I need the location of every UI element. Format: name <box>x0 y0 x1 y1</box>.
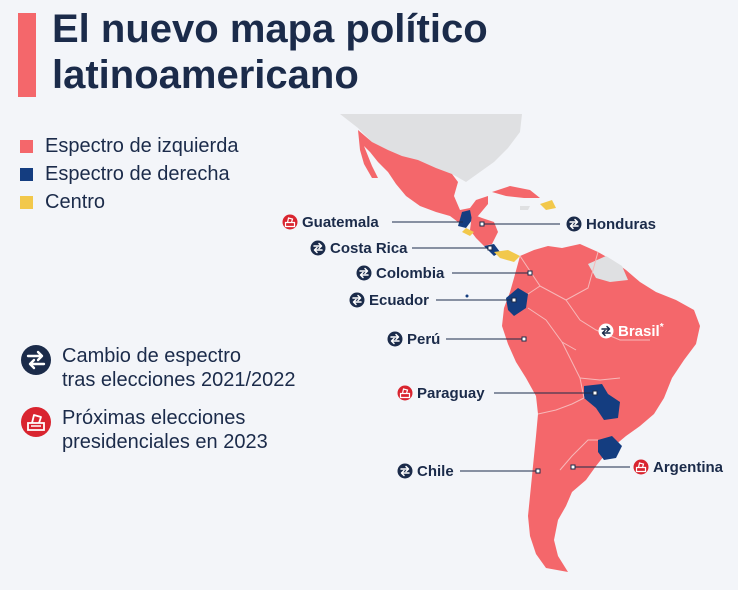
galapagos-shape <box>465 294 469 298</box>
el-salvador-shape <box>462 228 474 236</box>
central-america-left-shape <box>470 214 498 246</box>
page-title: El nuevo mapa político latinoamericano <box>52 6 488 98</box>
label-costa-rica: Costa Rica <box>330 240 408 257</box>
label-guatemala: Guatemala <box>302 214 379 231</box>
country-label-colombia: Colombia <box>355 264 445 282</box>
ballot-box-icon <box>21 407 51 437</box>
center-swatch <box>20 195 33 209</box>
legend-label-center: Centro <box>45 190 106 213</box>
symbol-legend-change: Cambio de espectro tras elecciones 2021/… <box>20 344 296 392</box>
country-label-argentina: Argentina <box>632 458 724 476</box>
legend-item-left: Espectro de izquierda <box>20 132 238 160</box>
label-colombia: Colombia <box>376 265 445 282</box>
legend-item-center: Centro <box>20 188 238 216</box>
country-label-costa-rica: Costa Rica <box>309 239 408 257</box>
label-chile: Chile <box>417 463 454 480</box>
election-legend-line-1: Próximas elecciones <box>62 407 246 429</box>
country-label-brasil: Brasil* <box>597 322 664 340</box>
leader-lines <box>392 221 630 472</box>
country-label-ecuador: Ecuador <box>348 291 429 309</box>
panama-shape <box>494 250 520 262</box>
country-label-peru: Perú <box>386 330 440 348</box>
change-legend-line-1: Cambio de espectro <box>62 345 241 367</box>
label-honduras: Honduras <box>586 216 656 233</box>
label-ecuador: Ecuador <box>369 292 429 309</box>
ecuador-shape <box>506 288 528 316</box>
guianas-shape <box>588 256 628 282</box>
title-line-2: latinoamericano <box>52 53 359 97</box>
country-label-chile: Chile <box>396 462 454 480</box>
legend-label-left: Espectro de izquierda <box>45 134 239 157</box>
cuba-shape <box>492 186 540 198</box>
title-line-1: El nuevo mapa político <box>52 7 488 51</box>
label-brasil: Brasil* <box>618 322 664 340</box>
hispaniola-shape <box>540 200 556 210</box>
uruguay-shape <box>598 436 622 460</box>
mexico-shape <box>358 130 488 222</box>
label-peru: Perú <box>407 331 440 348</box>
title-accent-bar <box>18 13 36 97</box>
election-legend-line-2: presidenciales en 2023 <box>62 431 268 453</box>
legend-label-right: Espectro de derecha <box>45 162 230 185</box>
country-label-paraguay: Paraguay <box>396 384 485 402</box>
change-legend-line-2: tras elecciones 2021/2022 <box>62 369 296 391</box>
leader-anchors <box>479 221 598 474</box>
legend-item-right: Espectro de derecha <box>20 160 238 188</box>
symbol-legend-election: Próximas elecciones presidenciales en 20… <box>20 406 268 454</box>
left-swatch <box>20 139 33 153</box>
usa-shape <box>340 114 522 182</box>
country-borders <box>519 251 650 471</box>
label-argentina: Argentina <box>653 459 724 476</box>
right-swatch <box>20 167 33 181</box>
label-brasil-name: Brasil <box>618 323 660 340</box>
guatemala-shape <box>458 210 472 228</box>
country-label-guatemala: Guatemala <box>281 213 379 231</box>
country-label-honduras: Honduras <box>565 215 656 233</box>
swap-arrows-icon <box>21 345 51 375</box>
label-paraguay: Paraguay <box>417 385 485 402</box>
caribbean-small-shape <box>520 206 530 210</box>
label-brasil-asterisk: * <box>660 322 664 333</box>
color-legend: Espectro de izquierda Espectro de derech… <box>20 132 238 216</box>
